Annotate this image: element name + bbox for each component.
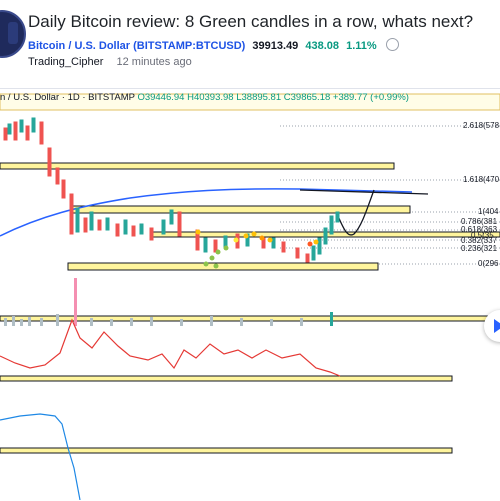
legend-high: H40393.98 [187,92,234,103]
fib-label: 0(296 [478,259,499,268]
fib-label: 0.236(321 [461,244,498,253]
fib-label: 1.618(470 [463,175,500,184]
price-chart[interactable] [0,88,500,500]
legend-low: L38895.81 [236,92,282,103]
symbol-link[interactable]: Bitcoin / U.S. Dollar (BITSTAMP:BTCUSD) [28,40,246,52]
oscillator-zone[interactable] [0,375,453,382]
projection-path [337,189,375,236]
symbol-price: 39913.49 [252,40,299,52]
legend-change: +389.77 (+0.99%) [332,92,409,103]
avatar[interactable] [0,10,26,58]
volume-zone[interactable] [0,315,500,322]
author-name[interactable]: Trading_Cipher [28,56,104,68]
candles [3,117,340,263]
play-icon[interactable] [484,310,500,342]
oscillator-line [0,318,341,377]
resistance-zone-2[interactable] [69,205,411,214]
fib-label: 0.618(363 [461,225,498,234]
signal-dots [195,229,319,269]
fib-label: 2.618(578 [463,121,500,130]
chart-area[interactable] [0,88,500,501]
moving-average-line [0,188,413,237]
volume-bars [4,278,333,326]
resistance-zone-1[interactable] [0,162,395,170]
fib-label: 0.5(35 [471,231,494,240]
fib-label: 0.382(337 [461,236,498,245]
symbol-change: 438.08 [305,40,340,52]
clock-icon [385,38,399,51]
legend-open: O39446.94 [137,92,185,103]
fib-label: 0.786(381 [461,217,498,226]
indicator-zone[interactable] [0,447,453,454]
trend-drawing [299,189,429,195]
support-zone-2[interactable] [67,262,379,271]
legend-symbol: n / U.S. Dollar · 1D · BITSTAMP [0,92,135,103]
post-header: Daily Bitcoin review: 8 Green candles in… [0,0,500,88]
indicator-line [0,413,81,500]
chart-legend: n / U.S. Dollar · 1D · BITSTAMP O39446.9… [0,92,409,108]
legend-box [0,93,500,111]
published-time: 12 minutes ago [116,56,192,68]
legend-close: C39865.18 [283,92,331,103]
symbol-line: Bitcoin / U.S. Dollar (BITSTAMP:BTCUSD) … [28,38,399,52]
fib-label: 1(404 [478,207,499,216]
post-title: Daily Bitcoin review: 8 Green candles in… [28,12,474,31]
author-line: Trading_Cipher 12 minutes ago [28,56,192,68]
symbol-change-pct: 1.11% [346,40,377,52]
